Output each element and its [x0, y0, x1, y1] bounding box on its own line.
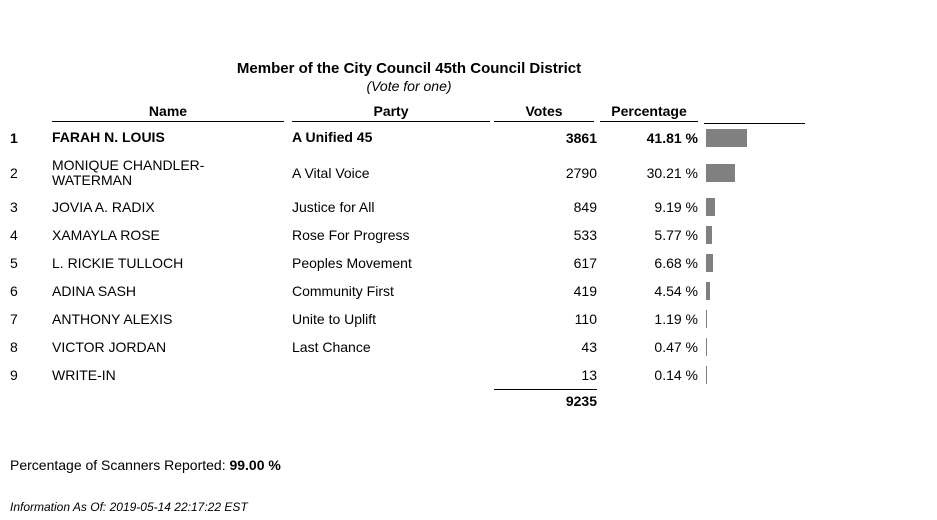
percentage-bar-cell [698, 226, 811, 244]
candidate-party: Last Chance [292, 338, 371, 355]
candidate-votes: 3861 [565, 129, 597, 146]
candidate-percentage: 5.77 % [654, 227, 698, 243]
column-header-party: Party [292, 102, 490, 122]
candidate-name: XAMAYLA ROSE [52, 226, 292, 243]
candidate-name-text: MONIQUE CHANDLER-WATERMAN [52, 157, 205, 188]
candidate-name: FARAH N. LOUIS [52, 130, 292, 145]
candidate-row: 9 WRITE-IN 13 0.14 % [8, 361, 811, 389]
candidate-votes: 617 [573, 255, 597, 271]
candidate-row: 4 XAMAYLA ROSE Rose For Progress 533 5.77 % [8, 221, 811, 249]
candidate-rank: 9 [10, 367, 18, 383]
candidate-name: ADINA SASH [52, 282, 292, 299]
candidate-row: 1 FARAH N. LOUIS A Unified 45 3861 41.81 % [8, 122, 811, 153]
candidate-percentage: 30.21 % [646, 165, 698, 181]
candidate-name: VICTOR JORDAN [52, 338, 292, 355]
candidate-name-text: FARAH N. LOUIS [52, 129, 165, 145]
candidate-row: 7 ANTHONY ALEXIS Unite to Uplift 110 1.19 % [8, 305, 811, 333]
candidate-row: 2 MONIQUE CHANDLER-WATERMAN A Vital Voice 2… [8, 153, 811, 193]
candidate-party: Justice for All [292, 198, 375, 215]
candidate-percentage: 4.54 % [654, 283, 698, 299]
candidate-votes: 43 [581, 339, 597, 355]
percentage-bar-cell [698, 338, 811, 356]
percentage-bar [706, 198, 715, 216]
column-header-name: Name [52, 102, 284, 122]
percentage-bar-cell [698, 254, 811, 272]
candidate-rank: 6 [10, 283, 18, 299]
candidate-percentage: 6.68 % [654, 255, 698, 271]
candidate-name-text: L. RICKIE TULLOCH [52, 254, 184, 271]
percentage-bar [706, 164, 736, 182]
candidate-votes: 2790 [565, 165, 597, 181]
page-title: Member of the City Council 45th Council … [236, 60, 582, 77]
candidate-name-text: JOVIA A. RADIX [52, 198, 155, 215]
candidate-party: Rose For Progress [292, 226, 410, 243]
results-table: Name Party Votes Percentage 1 FARAH N. LO… [8, 102, 811, 413]
candidate-name: L. RICKIE TULLOCH [52, 254, 292, 271]
candidate-votes: 849 [573, 199, 597, 215]
candidate-rows: 1 FARAH N. LOUIS A Unified 45 3861 41.81 % 2 M… [8, 122, 811, 389]
candidate-percentage: 41.81 % [646, 129, 698, 146]
candidate-percentage: 9.19 % [654, 199, 698, 215]
candidate-row: 8 VICTOR JORDAN Last Chance 43 0.47 % [8, 333, 811, 361]
percentage-bar [706, 128, 747, 147]
candidate-rank: 8 [10, 339, 18, 355]
percentage-bar [706, 282, 711, 300]
candidate-name: ANTHONY ALEXIS [52, 310, 292, 327]
candidate-votes: 419 [573, 283, 597, 299]
percentage-bar [706, 366, 707, 384]
candidate-votes: 13 [581, 367, 597, 383]
candidate-rank: 3 [10, 199, 18, 215]
scanners-reported-value: 99.00 % [229, 457, 281, 473]
percentage-bar-cell [698, 282, 811, 300]
candidate-party: A Vital Voice [292, 164, 370, 181]
percentage-bar [706, 254, 713, 272]
percentage-bar-cell [698, 366, 811, 384]
candidate-name-text: ANTHONY ALEXIS [52, 310, 173, 327]
page-subtitle: (Vote for one) [366, 78, 452, 94]
percentage-bar-cell [698, 128, 811, 147]
candidate-rank: 1 [10, 129, 18, 146]
candidate-percentage: 1.19 % [654, 311, 698, 327]
total-row: 9235 [8, 389, 811, 413]
candidate-rank: 5 [10, 255, 18, 271]
candidate-votes: 533 [573, 227, 597, 243]
candidate-row: 3 JOVIA A. RADIX Justice for All 849 9.19 % [8, 193, 811, 221]
percentage-bar-cell [698, 310, 811, 328]
candidate-name: MONIQUE CHANDLER-WATERMAN [52, 158, 292, 188]
percentage-bar [706, 226, 712, 244]
scanners-reported-label: Percentage of Scanners Reported: [10, 457, 226, 473]
percentage-bar [706, 310, 708, 328]
candidate-name-text: ADINA SASH [52, 282, 137, 299]
column-header-percentage: Percentage [600, 102, 698, 122]
percentage-bar-cell [698, 198, 811, 216]
candidate-percentage: 0.14 % [654, 367, 698, 383]
candidate-votes: 110 [574, 311, 597, 327]
percentage-bar [706, 338, 707, 356]
candidate-name-text: VICTOR JORDAN [52, 338, 167, 355]
candidate-rank: 7 [10, 311, 18, 327]
total-votes: 9235 [494, 389, 597, 409]
candidate-row: 5 L. RICKIE TULLOCH Peoples Movement 617 6.6… [8, 249, 811, 277]
percentage-bar-cell [698, 164, 811, 182]
candidate-party: Unite to Uplift [292, 310, 377, 327]
candidate-name: WRITE-IN [52, 366, 292, 383]
info-as-of: Information As Of: 2019-05-14 22:17:22 E… [10, 500, 248, 514]
column-header-votes: Votes [494, 102, 594, 122]
candidate-name-text: XAMAYLA ROSE [52, 226, 160, 243]
candidate-row: 6 ADINA SASH Community First 419 4.54 % [8, 277, 811, 305]
candidate-party: Peoples Movement [292, 254, 412, 271]
candidate-name: JOVIA A. RADIX [52, 198, 292, 215]
candidate-party: A Unified 45 [292, 129, 373, 145]
candidate-rank: 2 [10, 165, 18, 181]
column-header-bar-rule [704, 104, 805, 124]
candidate-rank: 4 [10, 227, 18, 243]
table-header-row: Name Party Votes Percentage [8, 102, 811, 124]
scanners-reported: Percentage of Scanners Reported: 99.00 % [10, 457, 281, 473]
candidate-percentage: 0.47 % [654, 339, 698, 355]
candidate-party: Community First [292, 282, 394, 299]
candidate-name-text: WRITE-IN [52, 366, 116, 383]
